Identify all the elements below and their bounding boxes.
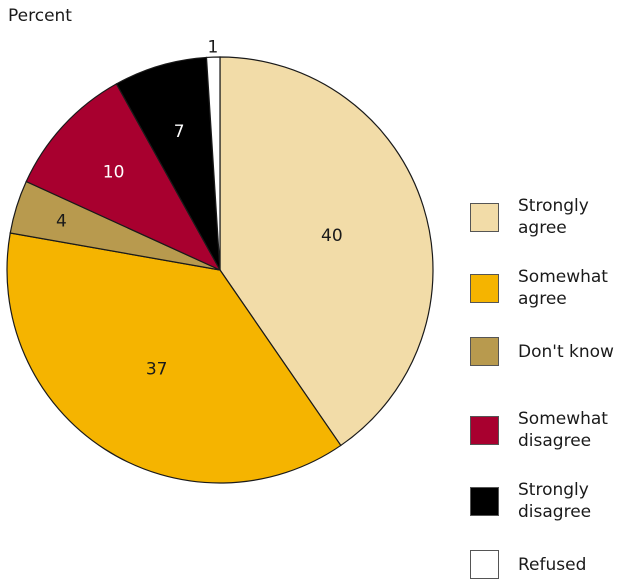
legend-item-don-t-know: Don't know <box>470 337 628 366</box>
legend-item-somewhat-agree: Somewhat agree <box>470 266 628 310</box>
unit-label: Percent <box>8 6 72 26</box>
legend-label: Strongly agree <box>518 196 589 238</box>
legend-label: Somewhat disagree <box>518 409 608 451</box>
pie-slice-refused <box>205 56 221 271</box>
legend-swatch <box>470 415 499 445</box>
pie-slice-strongly-agree <box>219 56 434 447</box>
legend-swatch <box>470 273 499 303</box>
legend-swatch <box>470 550 499 579</box>
legend-item-refused: Refused <box>470 550 628 579</box>
legend-label: Strongly disagree <box>518 480 592 522</box>
pie-slices <box>6 56 434 484</box>
legend-label: Refused <box>518 554 587 575</box>
legend-label: Don't know <box>518 341 614 362</box>
data-label-strongly-agree: 40 <box>321 226 343 246</box>
data-label-refused: 1 <box>207 37 218 57</box>
data-label-somewhat-disagree: 10 <box>103 163 125 183</box>
data-label-strongly-disagree: 7 <box>174 122 185 142</box>
legend-swatch <box>470 202 499 232</box>
legend-item-strongly-agree: Strongly agree <box>470 195 628 239</box>
legend-label: Somewhat agree <box>518 267 608 309</box>
pie-slice-somewhat-disagree <box>25 83 222 272</box>
data-label-don-t-know: 4 <box>56 212 67 232</box>
legend-swatch <box>470 486 499 516</box>
pie-labels: 40 37 4 10 7 1 <box>56 37 343 379</box>
legend-swatch <box>470 337 499 366</box>
pie-slice-somewhat-agree <box>6 232 342 484</box>
legend-item-somewhat-disagree: Somewhat disagree <box>470 408 628 452</box>
legend-item-strongly-disagree: Strongly disagree <box>470 479 628 523</box>
data-label-somewhat-agree: 37 <box>146 360 168 380</box>
